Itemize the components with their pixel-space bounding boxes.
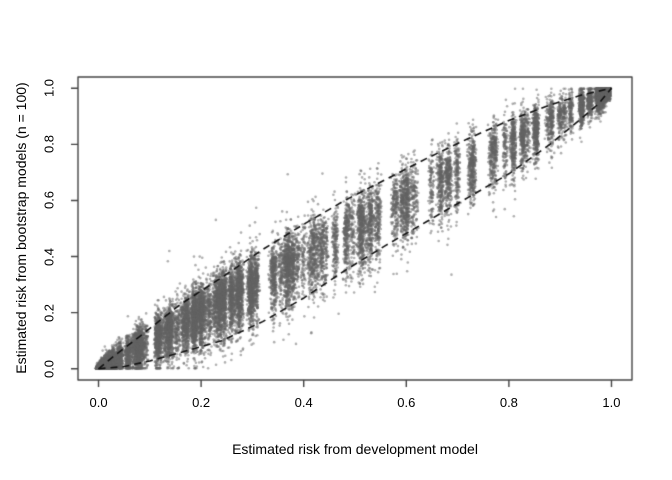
y-axis-title: Estimated risk from bootstrap models (n … — [13, 82, 29, 374]
y-tick-label: 0.2 — [41, 303, 57, 322]
y-tick-label: 1.0 — [41, 79, 57, 98]
x-axis-title: Estimated risk from development model — [232, 441, 478, 457]
x-tick-label: 0.4 — [294, 395, 313, 410]
y-tick-label: 0.4 — [41, 247, 57, 266]
x-tick-label: 0.0 — [89, 395, 108, 410]
x-tick-label: 1.0 — [602, 395, 621, 410]
x-tick-label: 0.6 — [397, 395, 416, 410]
y-tick-label: 0.6 — [41, 191, 57, 210]
x-tick-label: 0.2 — [192, 395, 211, 410]
x-tick-label: 0.8 — [499, 395, 518, 410]
y-tick-label: 0.0 — [41, 359, 57, 378]
y-tick-label: 0.8 — [41, 135, 57, 154]
